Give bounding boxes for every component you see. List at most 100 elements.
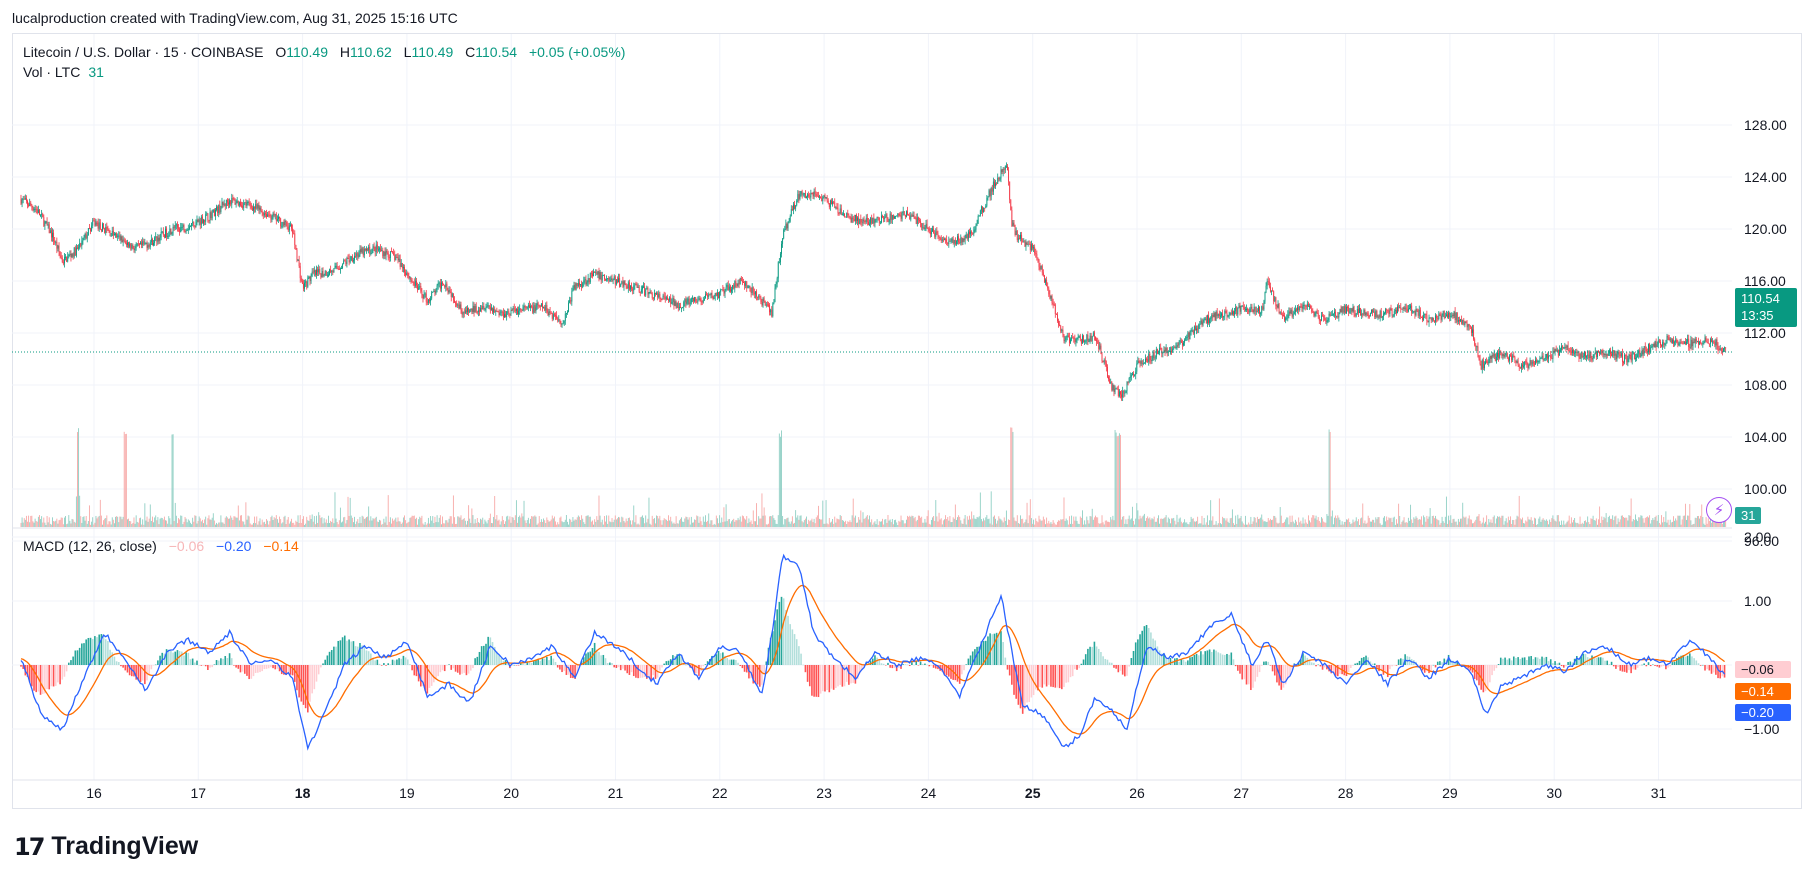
volume-bar bbox=[1032, 523, 1033, 527]
volume-bar bbox=[538, 516, 540, 527]
candle bbox=[1045, 279, 1046, 283]
candle bbox=[740, 277, 742, 282]
candle bbox=[634, 284, 636, 286]
candle bbox=[212, 209, 214, 213]
candle bbox=[500, 311, 502, 313]
candle bbox=[1171, 350, 1172, 352]
volume-bar bbox=[827, 524, 829, 527]
volume-bar bbox=[857, 522, 859, 527]
candle bbox=[1228, 315, 1230, 317]
candle bbox=[804, 193, 806, 199]
candle bbox=[891, 215, 893, 220]
volume-bar bbox=[1041, 520, 1043, 527]
volume-bar bbox=[244, 524, 246, 527]
candle bbox=[90, 228, 91, 232]
volume-bar bbox=[794, 522, 795, 527]
volume-bar bbox=[1582, 523, 1584, 527]
candle bbox=[609, 279, 611, 281]
candle bbox=[911, 215, 913, 217]
candle bbox=[1357, 308, 1359, 313]
volume-bar bbox=[256, 516, 258, 527]
candle bbox=[272, 213, 274, 219]
volume-bar bbox=[195, 515, 197, 527]
volume-bar bbox=[1679, 515, 1681, 527]
candle bbox=[1022, 240, 1024, 242]
volume-bar bbox=[381, 524, 383, 527]
candle bbox=[1336, 315, 1338, 317]
volume-bar bbox=[1391, 522, 1393, 527]
candle bbox=[927, 227, 929, 229]
volume-bar bbox=[705, 515, 706, 527]
volume-bar bbox=[573, 520, 575, 527]
volume-bar bbox=[1211, 520, 1213, 527]
volume-bar bbox=[1377, 517, 1379, 527]
candle bbox=[138, 243, 140, 245]
macd-histogram-bar bbox=[367, 651, 370, 665]
candle bbox=[571, 291, 573, 302]
candle bbox=[1254, 306, 1256, 312]
candle bbox=[719, 292, 721, 298]
candle bbox=[619, 278, 621, 287]
volume-bar bbox=[919, 515, 920, 527]
candle bbox=[760, 297, 762, 303]
volume-bar bbox=[839, 515, 841, 527]
volume-bar bbox=[702, 516, 704, 527]
macd-histogram-bar bbox=[352, 641, 355, 665]
volume-bar bbox=[1520, 519, 1522, 527]
volume-bar bbox=[1004, 520, 1006, 527]
candle bbox=[759, 296, 761, 298]
candle bbox=[1323, 316, 1325, 318]
volume-bar bbox=[712, 524, 714, 527]
candle bbox=[1717, 345, 1719, 350]
volume-bar bbox=[1678, 515, 1680, 527]
macd-histogram-bar bbox=[315, 665, 318, 682]
volume-bar bbox=[1007, 524, 1008, 527]
volume-bar bbox=[762, 515, 764, 527]
candle bbox=[255, 204, 257, 209]
macd-histogram-bar bbox=[485, 643, 487, 665]
volume-bar bbox=[914, 516, 916, 527]
candle bbox=[1292, 313, 1294, 317]
candle bbox=[1213, 313, 1215, 317]
candle bbox=[1465, 321, 1467, 324]
volume-bar bbox=[1067, 524, 1069, 527]
volume-bar bbox=[1581, 522, 1583, 527]
macd-histogram-bar bbox=[500, 658, 503, 665]
volume-bar bbox=[643, 517, 644, 527]
volume-bar bbox=[157, 517, 159, 527]
volume-bar bbox=[649, 523, 651, 527]
volume-bar bbox=[982, 521, 983, 527]
candle bbox=[57, 245, 59, 249]
volume-bar bbox=[628, 517, 630, 527]
candle bbox=[1555, 349, 1557, 352]
volume-bar bbox=[1470, 519, 1472, 527]
candle bbox=[548, 311, 550, 316]
volume-bar bbox=[1231, 509, 1233, 527]
volume-bar bbox=[56, 518, 58, 527]
macd-histogram-bar bbox=[263, 665, 266, 670]
volume-bar bbox=[1537, 524, 1539, 527]
volume-bar bbox=[888, 520, 890, 527]
volume-bar bbox=[527, 517, 529, 527]
candle bbox=[625, 284, 627, 287]
candle bbox=[1224, 310, 1226, 317]
volume-bar bbox=[625, 518, 627, 527]
volume-bar bbox=[644, 523, 646, 527]
volume-bar bbox=[228, 518, 229, 527]
volume-bar bbox=[1148, 518, 1150, 527]
candle bbox=[222, 201, 224, 205]
volume-bar bbox=[410, 517, 412, 527]
candle bbox=[753, 292, 755, 295]
candle bbox=[436, 285, 438, 290]
candle bbox=[866, 217, 868, 222]
volume-bar bbox=[488, 518, 490, 527]
candle bbox=[924, 228, 926, 230]
candle bbox=[188, 226, 190, 230]
volume-bar bbox=[622, 517, 624, 527]
candle bbox=[1053, 303, 1055, 305]
volume-bar bbox=[1114, 429, 1116, 527]
candle bbox=[35, 208, 37, 210]
candle bbox=[529, 305, 530, 308]
volume-bar bbox=[581, 515, 583, 527]
